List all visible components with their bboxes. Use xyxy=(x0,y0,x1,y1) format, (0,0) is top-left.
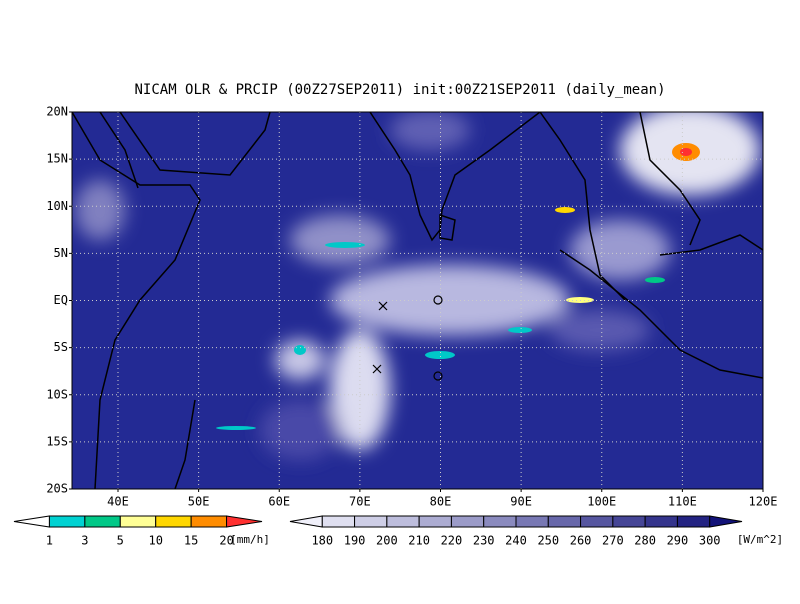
lon-label: 120E xyxy=(749,495,778,509)
lon-label: 40E xyxy=(107,495,129,509)
lon-label: 80E xyxy=(430,495,452,509)
colorbar-box xyxy=(547,515,582,528)
colorbar-label: 3 xyxy=(81,534,88,548)
colorbar-unit: [mm/h] xyxy=(230,533,270,546)
colorbar-label: 220 xyxy=(441,534,463,548)
colorbar-box xyxy=(321,515,356,528)
colorbar-label: 210 xyxy=(408,534,430,548)
colorbar-label: 200 xyxy=(376,534,398,548)
lon-label: 70E xyxy=(349,495,371,509)
colorbar-label: 290 xyxy=(667,534,689,548)
colorbar-triangle xyxy=(226,515,263,528)
lon-label: 50E xyxy=(188,495,210,509)
lat-label: 10S xyxy=(46,387,68,401)
colorbar-box xyxy=(450,515,485,528)
colorbar-box xyxy=(644,515,678,528)
lat-label: 5S xyxy=(54,340,68,354)
lat-label: 5N xyxy=(54,246,68,260)
lat-label: 15N xyxy=(46,152,68,166)
colorbar-box xyxy=(483,515,517,528)
colorbar-triangle xyxy=(709,515,743,528)
colorbar-box xyxy=(515,515,549,528)
coastlines xyxy=(72,112,763,489)
colorbar-label: 20 xyxy=(219,534,233,548)
colorbar-box xyxy=(84,515,121,528)
colorbar-label: 15 xyxy=(184,534,198,548)
lon-label: 100E xyxy=(587,495,616,509)
colorbar-box xyxy=(386,515,420,528)
colorbar-label: 190 xyxy=(344,534,366,548)
colorbar-label: 1 xyxy=(46,534,53,548)
colorbar-box xyxy=(418,515,452,528)
colorbar-label: 250 xyxy=(537,534,559,548)
colorbar-box xyxy=(48,515,86,528)
colorbar-box xyxy=(354,515,388,528)
colorbar-label: 270 xyxy=(602,534,624,548)
colorbar-box xyxy=(119,515,157,528)
cloud-field xyxy=(75,112,760,460)
map-title: NICAM OLR & PRCIP (00Z27SEP2011) init:00… xyxy=(134,82,665,98)
colorbar-label: 180 xyxy=(311,534,333,548)
lon-label: 110E xyxy=(668,495,697,509)
colorbar-label: 300 xyxy=(699,534,721,548)
colorbar-label: 280 xyxy=(634,534,656,548)
lat-label: 20S xyxy=(46,482,68,496)
colorbar-label: 10 xyxy=(148,534,162,548)
markers xyxy=(372,295,443,381)
colorbar-label: 230 xyxy=(473,534,495,548)
colorbar-label: 260 xyxy=(570,534,592,548)
lon-label: 90E xyxy=(510,495,532,509)
colorbar-box xyxy=(190,515,228,528)
colorbar-box xyxy=(155,515,192,528)
lon-label: 60E xyxy=(268,495,290,509)
colorbar-box xyxy=(612,515,646,528)
grid xyxy=(72,112,763,489)
colorbar-triangle xyxy=(13,515,50,528)
colorbar-label: 240 xyxy=(505,534,527,548)
map-area xyxy=(72,112,763,489)
colorbar-label: 5 xyxy=(117,534,124,548)
lat-label: 15S xyxy=(46,434,68,448)
colorbar-box xyxy=(580,515,614,528)
lat-label: 10N xyxy=(46,199,68,213)
colorbar-triangle xyxy=(289,515,323,528)
lat-label: 20N xyxy=(46,105,68,119)
colorbar-unit: [W/m^2] xyxy=(737,533,783,546)
colorbar-box xyxy=(676,515,711,528)
lat-label: EQ xyxy=(54,293,68,307)
